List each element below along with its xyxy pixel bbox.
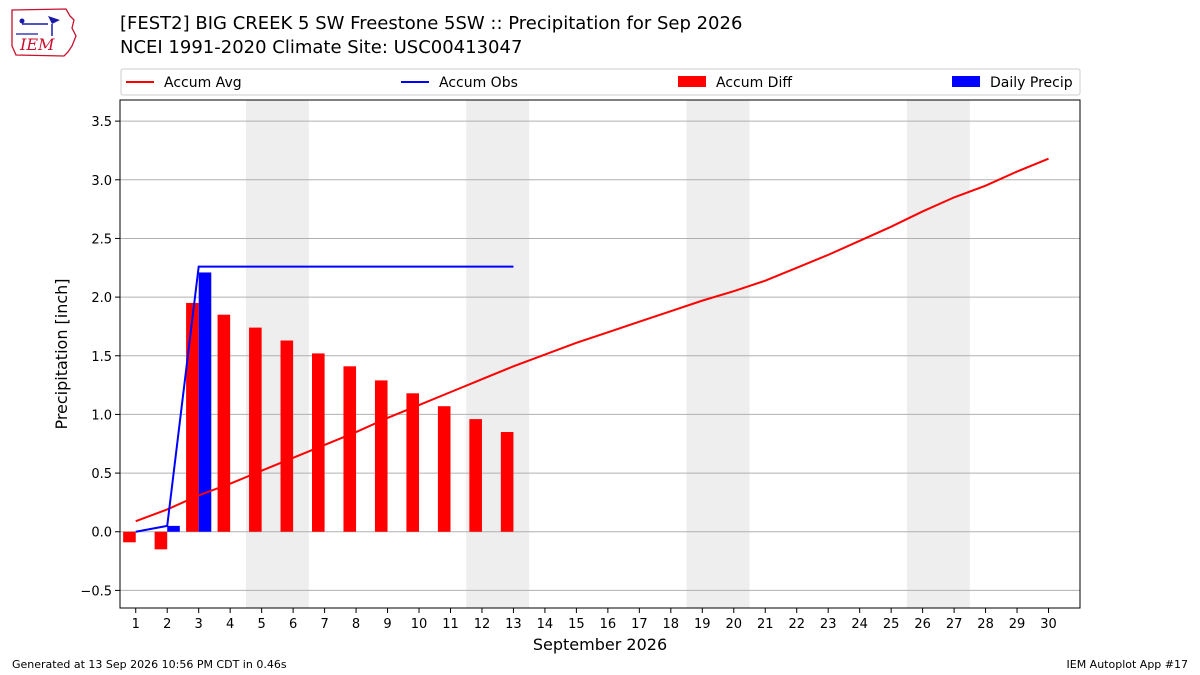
legend: Accum Avg Accum Obs Accum Diff Daily Precip bbox=[120, 68, 1081, 96]
x-tick-label-6: 7 bbox=[320, 617, 328, 632]
x-tick-label-8: 9 bbox=[383, 617, 391, 632]
accum-diff-bar-3 bbox=[186, 302, 199, 532]
accum-diff-bar-6 bbox=[280, 340, 294, 532]
x-tick-label-18: 19 bbox=[694, 617, 711, 632]
accum-diff-bar-7 bbox=[312, 353, 325, 532]
x-axis-label: September 2026 bbox=[533, 635, 667, 654]
x-tick-label-22: 23 bbox=[820, 617, 837, 632]
accum-diff-bar-4 bbox=[217, 314, 231, 532]
accum-diff-bar-8 bbox=[343, 366, 357, 532]
y-tick-label-1: 0.0 bbox=[91, 526, 112, 541]
legend-label-daily-precip: Daily Precip bbox=[990, 75, 1073, 91]
x-tick-label-1: 2 bbox=[163, 617, 171, 632]
legend-label-accum-avg: Accum Avg bbox=[164, 75, 242, 91]
y-tick-label-3: 1.0 bbox=[91, 408, 112, 423]
y-tick-label-6: 2.5 bbox=[91, 232, 112, 247]
legend-frame bbox=[120, 68, 1081, 96]
gridlines bbox=[120, 120, 1080, 591]
x-tick-label-24: 25 bbox=[883, 617, 900, 632]
x-tick-label-14: 15 bbox=[568, 617, 585, 632]
x-axis-ticks: 1 2 3 4 5 6 7 8 9 10 11 12 13 14 15 16 17 18 19 20 21 22 23 24 2… bbox=[132, 608, 1057, 632]
x-tick-label-19: 20 bbox=[725, 617, 742, 632]
legend-label-accum-diff: Accum Diff bbox=[716, 75, 792, 91]
daily-precip-bar-3 bbox=[198, 272, 212, 532]
x-tick-label-2: 3 bbox=[195, 617, 203, 632]
x-tick-label-26: 27 bbox=[946, 617, 963, 632]
legend-swatch-accum-diff bbox=[678, 76, 706, 87]
bars bbox=[123, 272, 514, 550]
x-tick-label-10: 11 bbox=[442, 617, 459, 632]
x-tick-label-3: 4 bbox=[226, 617, 234, 632]
x-tick-label-9: 10 bbox=[411, 617, 428, 632]
y-tick-label-5: 2.0 bbox=[91, 291, 112, 306]
x-tick-label-7: 8 bbox=[352, 617, 360, 632]
y-tick-label-0: −0.5 bbox=[80, 584, 112, 599]
y-tick-label-8: 3.5 bbox=[91, 115, 112, 130]
chart-subtitle: NCEI 1991-2020 Climate Site: USC00413047 bbox=[120, 37, 523, 58]
accum-diff-bar-11 bbox=[437, 406, 451, 532]
accum-diff-bar-10 bbox=[406, 393, 420, 532]
generated-timestamp: Generated at 13 Sep 2026 10:56 PM CDT in… bbox=[12, 658, 287, 671]
x-tick-label-5: 6 bbox=[289, 617, 297, 632]
x-tick-label-27: 28 bbox=[977, 617, 994, 632]
y-axis-ticks: −0.5 0.0 0.5 1.0 1.5 2.0 2.5 3.0 3.5 bbox=[80, 115, 120, 599]
logo-text: IEM bbox=[19, 35, 55, 54]
accum-obs-line bbox=[135, 265, 514, 533]
x-tick-label-17: 18 bbox=[663, 617, 680, 632]
legend-swatch-daily-precip bbox=[952, 76, 980, 87]
x-tick-label-29: 30 bbox=[1040, 617, 1057, 632]
x-tick-label-28: 29 bbox=[1009, 617, 1026, 632]
x-tick-label-20: 21 bbox=[757, 617, 774, 632]
accum-diff-bar-12 bbox=[469, 419, 482, 532]
x-tick-label-16: 17 bbox=[631, 617, 648, 632]
accum-diff-bar-9 bbox=[374, 380, 388, 532]
x-tick-label-15: 16 bbox=[600, 617, 617, 632]
x-tick-label-11: 12 bbox=[474, 617, 491, 632]
accum-avg-line bbox=[135, 157, 1049, 523]
accum-diff-bar-13 bbox=[500, 432, 514, 532]
x-tick-label-12: 13 bbox=[505, 617, 522, 632]
daily-precip-bar-2 bbox=[167, 525, 180, 532]
x-tick-label-23: 24 bbox=[851, 617, 868, 632]
legend-label-accum-obs: Accum Obs bbox=[439, 75, 518, 91]
y-tick-label-7: 3.0 bbox=[91, 174, 112, 189]
x-tick-label-4: 5 bbox=[257, 617, 265, 632]
x-tick-label-13: 14 bbox=[537, 617, 554, 632]
chart-title: [FEST2] BIG CREEK 5 SW Freestone 5SW :: … bbox=[120, 13, 743, 34]
accum-diff-bar-1 bbox=[123, 531, 136, 543]
weekend-band-2 bbox=[686, 100, 750, 608]
iem-logo: IEM bbox=[11, 8, 77, 57]
y-axis-label: Precipitation [inch] bbox=[52, 278, 71, 429]
x-tick-label-25: 26 bbox=[914, 617, 931, 632]
weekend-band-3 bbox=[906, 100, 970, 608]
x-tick-label-21: 22 bbox=[788, 617, 805, 632]
x-tick-label-0: 1 bbox=[132, 617, 140, 632]
series-lines bbox=[135, 157, 1049, 533]
app-credit: IEM Autoplot App #17 bbox=[1066, 658, 1189, 671]
y-tick-label-4: 1.5 bbox=[91, 350, 112, 365]
accum-diff-bar-5 bbox=[249, 327, 262, 532]
y-tick-label-2: 0.5 bbox=[91, 467, 112, 482]
plot-frame bbox=[119, 99, 1081, 609]
accum-diff-bar-2 bbox=[154, 531, 168, 550]
